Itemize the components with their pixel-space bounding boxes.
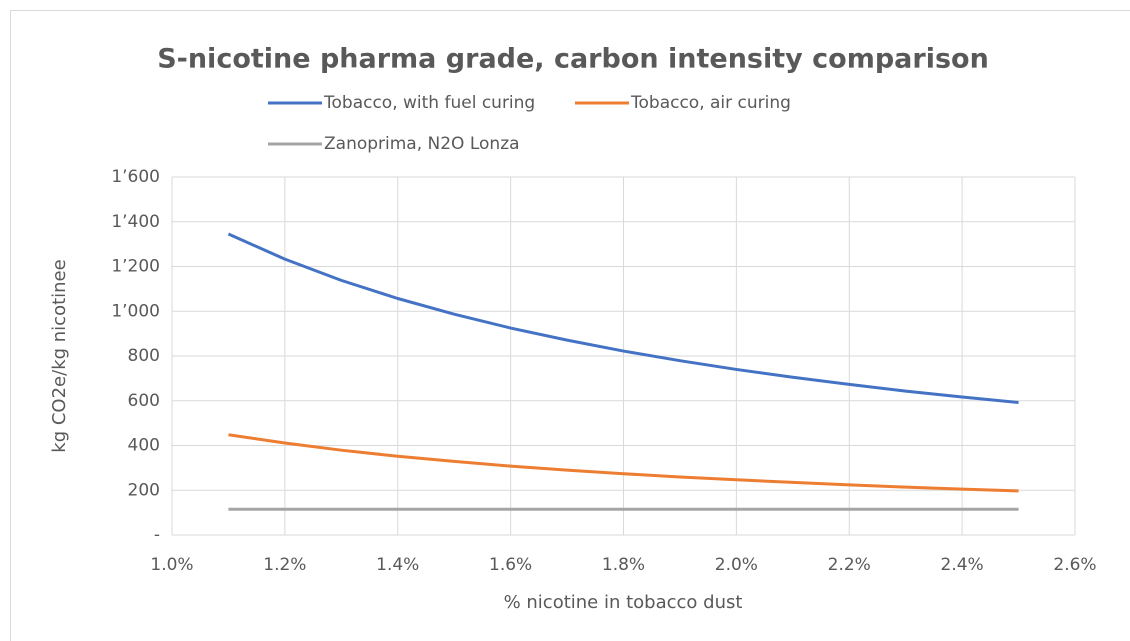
line-series <box>228 433 1019 493</box>
y-tick-label: 600 <box>128 391 160 411</box>
x-tick-label: 2.6% <box>1053 555 1096 575</box>
x-tick-label: 1.4% <box>376 555 419 575</box>
line-series <box>227 232 1019 405</box>
y-tick-label: - <box>154 525 160 545</box>
x-tick-label: 2.4% <box>941 555 984 575</box>
chart-border <box>10 10 1130 641</box>
y-tick-label: 1’000 <box>111 301 160 321</box>
y-tick-label: 800 <box>128 346 160 366</box>
y-axis-label: kg CO2e/kg nicotinee <box>49 259 70 452</box>
legend-label: Zanoprima, N2O Lonza <box>324 134 520 154</box>
x-tick-label: 2.0% <box>715 555 758 575</box>
y-tick-label: 1’200 <box>111 257 160 277</box>
y-tick-label: 400 <box>128 436 160 456</box>
x-tick-label: 1.0% <box>150 555 193 575</box>
y-tick-label: 200 <box>128 480 160 500</box>
legend-label: Tobacco, with fuel curing <box>323 93 535 113</box>
x-tick-label: 1.2% <box>263 555 306 575</box>
x-tick-label: 2.2% <box>828 555 871 575</box>
x-axis-label: % nicotine in tobacco dust <box>504 592 743 613</box>
x-tick-label: 1.8% <box>602 555 645 575</box>
x-tick-label: 1.6% <box>489 555 532 575</box>
chart-title: S-nicotine pharma grade, carbon intensit… <box>157 44 989 75</box>
y-tick-label: 1’600 <box>111 167 160 187</box>
y-tick-label: 1’400 <box>111 212 160 232</box>
legend-label: Tobacco, air curing <box>630 93 791 113</box>
